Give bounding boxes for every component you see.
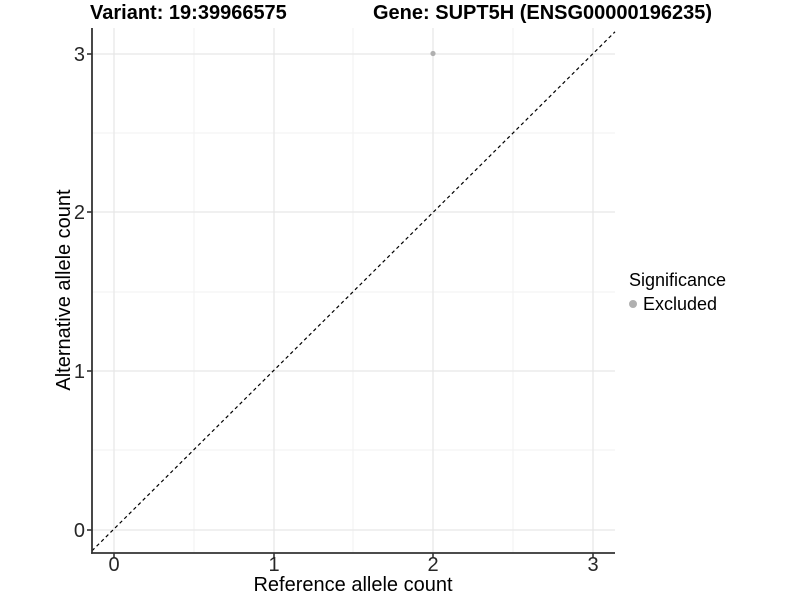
y-tick-label: 3: [74, 44, 85, 66]
legend: Significance Excluded: [629, 269, 726, 314]
plot-title-gene: Gene: SUPT5H (ENSG00000196235): [373, 2, 713, 24]
tick-marks: [87, 53, 594, 558]
x-axis-title: Reference allele count: [253, 574, 453, 596]
x-tick-label: 0: [108, 554, 119, 576]
y-tick-label: 1: [74, 361, 85, 383]
grid-minor: [92, 28, 615, 553]
data-point-excluded: [430, 50, 436, 57]
axis-lines: [91, 28, 615, 554]
plot-title-variant: Variant: 19:39966575: [90, 2, 287, 24]
y-tick-label: 2: [74, 202, 85, 224]
y-tick-label: 0: [74, 520, 85, 542]
legend-item-excluded: Excluded: [629, 294, 726, 314]
legend-title: Significance: [629, 270, 727, 290]
x-tick-label: 2: [427, 554, 438, 576]
excluded-point-icon: [629, 300, 637, 308]
legend-item-label: Excluded: [643, 294, 718, 314]
grid-major: [92, 28, 615, 553]
y-axis-title: Alternative allele count: [53, 189, 75, 391]
identity-line: [91, 31, 616, 552]
x-tick-label: 3: [587, 554, 598, 576]
x-tick-label: 1: [268, 554, 279, 576]
